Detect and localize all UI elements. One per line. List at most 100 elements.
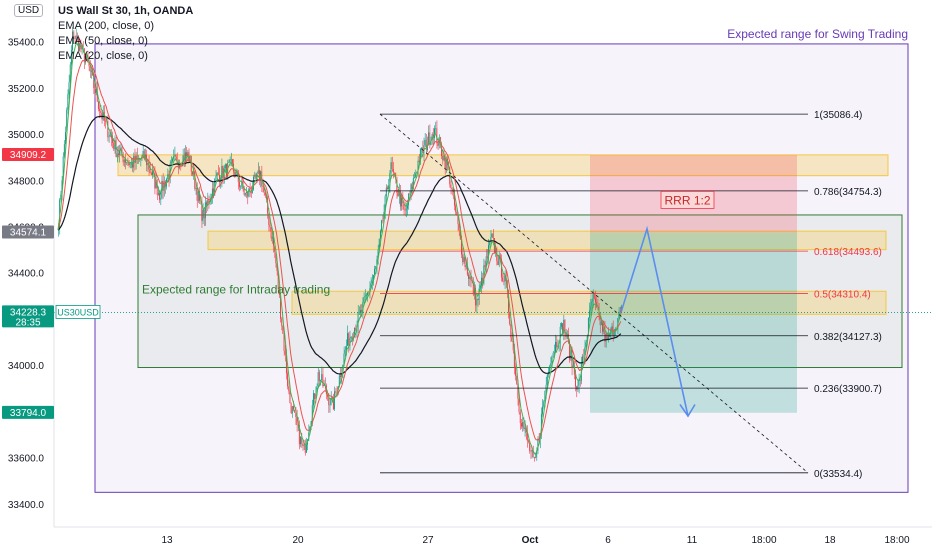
candle-body[interactable]: [559, 326, 561, 344]
candle-body[interactable]: [404, 209, 406, 211]
candle-body[interactable]: [149, 169, 151, 173]
candle-body[interactable]: [596, 302, 597, 307]
candle-body[interactable]: [403, 203, 405, 210]
candle-body[interactable]: [517, 383, 519, 399]
candle-body[interactable]: [115, 140, 117, 158]
candle-body[interactable]: [267, 199, 268, 214]
candle-body[interactable]: [587, 317, 589, 336]
candle-body[interactable]: [379, 231, 381, 239]
candle-body[interactable]: [148, 162, 150, 170]
candle-body[interactable]: [428, 132, 429, 145]
ema-20-legend[interactable]: EMA (20, close, 0): [58, 50, 148, 62]
candle-body[interactable]: [199, 191, 200, 201]
candle-body[interactable]: [284, 351, 286, 355]
candle-body[interactable]: [231, 159, 233, 164]
candle-body[interactable]: [577, 385, 579, 390]
candle-body[interactable]: [435, 128, 436, 129]
candle-body[interactable]: [246, 192, 247, 193]
candle-body[interactable]: [248, 188, 250, 197]
candle-body[interactable]: [191, 171, 193, 175]
ema-200-legend[interactable]: EMA (200, close, 0): [58, 20, 154, 32]
candle-body[interactable]: [391, 162, 393, 170]
candle-body[interactable]: [398, 191, 400, 197]
candle-body[interactable]: [285, 354, 287, 374]
candle-body[interactable]: [394, 172, 395, 174]
candle-body[interactable]: [127, 162, 129, 164]
candle-body[interactable]: [526, 432, 528, 441]
candle-body[interactable]: [354, 327, 355, 337]
candle-body[interactable]: [570, 349, 572, 360]
candle-body[interactable]: [613, 331, 615, 337]
candle-body[interactable]: [294, 409, 295, 413]
candle-body[interactable]: [477, 298, 479, 300]
candle-body[interactable]: [445, 158, 447, 169]
candle-body[interactable]: [275, 251, 277, 264]
candle-body[interactable]: [370, 283, 372, 289]
candle-body[interactable]: [543, 401, 545, 407]
candle-body[interactable]: [537, 438, 539, 451]
candle-body[interactable]: [573, 365, 575, 375]
candle-body[interactable]: [171, 158, 173, 162]
price-label-box[interactable]: [2, 148, 54, 162]
candle-body[interactable]: [524, 427, 526, 429]
candle-body[interactable]: [414, 177, 415, 178]
candle-body[interactable]: [126, 162, 127, 164]
candle-body[interactable]: [63, 144, 65, 157]
candle-body[interactable]: [374, 268, 375, 275]
candle-body[interactable]: [358, 312, 360, 313]
candle-body[interactable]: [94, 88, 96, 93]
candle-body[interactable]: [392, 169, 394, 173]
candle-body[interactable]: [421, 147, 422, 149]
candle-body[interactable]: [405, 208, 407, 211]
candle-body[interactable]: [424, 139, 426, 146]
candle-body[interactable]: [553, 352, 555, 353]
candle-body[interactable]: [150, 172, 152, 175]
candle-body[interactable]: [296, 416, 298, 426]
candle-body[interactable]: [453, 191, 455, 206]
candle-body[interactable]: [123, 159, 125, 163]
candle-body[interactable]: [522, 422, 523, 427]
candle-body[interactable]: [338, 375, 340, 388]
candle-body[interactable]: [61, 180, 63, 195]
candle-body[interactable]: [409, 193, 411, 195]
candle-body[interactable]: [305, 444, 307, 453]
candle-body[interactable]: [378, 238, 380, 250]
candle-body[interactable]: [253, 176, 254, 190]
candle-body[interactable]: [262, 186, 264, 187]
candle-body[interactable]: [293, 406, 294, 410]
candle-body[interactable]: [564, 319, 566, 333]
candle-body[interactable]: [156, 180, 158, 196]
candle-body[interactable]: [520, 423, 522, 427]
candle-body[interactable]: [318, 372, 320, 382]
candle-body[interactable]: [456, 211, 458, 216]
candle-body[interactable]: [600, 321, 602, 326]
candle-body[interactable]: [371, 279, 373, 284]
candle-body[interactable]: [533, 457, 535, 459]
candle-body[interactable]: [483, 265, 485, 284]
candle-body[interactable]: [518, 398, 520, 413]
candle-body[interactable]: [69, 64, 71, 83]
candle-body[interactable]: [122, 155, 124, 163]
candle-body[interactable]: [345, 345, 347, 350]
candle-body[interactable]: [97, 101, 99, 109]
currency-badge[interactable]: USD: [14, 4, 44, 17]
candle-body[interactable]: [475, 287, 476, 306]
candle-body[interactable]: [249, 188, 251, 192]
candle-body[interactable]: [155, 180, 157, 189]
candle-body[interactable]: [457, 215, 459, 224]
candle-body[interactable]: [128, 162, 130, 166]
candle-body[interactable]: [81, 44, 83, 50]
candle-body[interactable]: [314, 393, 315, 400]
candle-body[interactable]: [213, 188, 214, 194]
candle-body[interactable]: [276, 263, 278, 272]
symbol-tag[interactable]: [55, 305, 101, 319]
candle-body[interactable]: [277, 271, 279, 290]
candle-body[interactable]: [377, 249, 379, 260]
candle-body[interactable]: [247, 192, 248, 197]
candle-body[interactable]: [368, 292, 370, 294]
candle-body[interactable]: [216, 172, 218, 177]
candle-body[interactable]: [72, 31, 73, 50]
price-label-box[interactable]: [2, 405, 54, 419]
candle-body[interactable]: [349, 337, 351, 346]
candle-body[interactable]: [214, 178, 216, 194]
